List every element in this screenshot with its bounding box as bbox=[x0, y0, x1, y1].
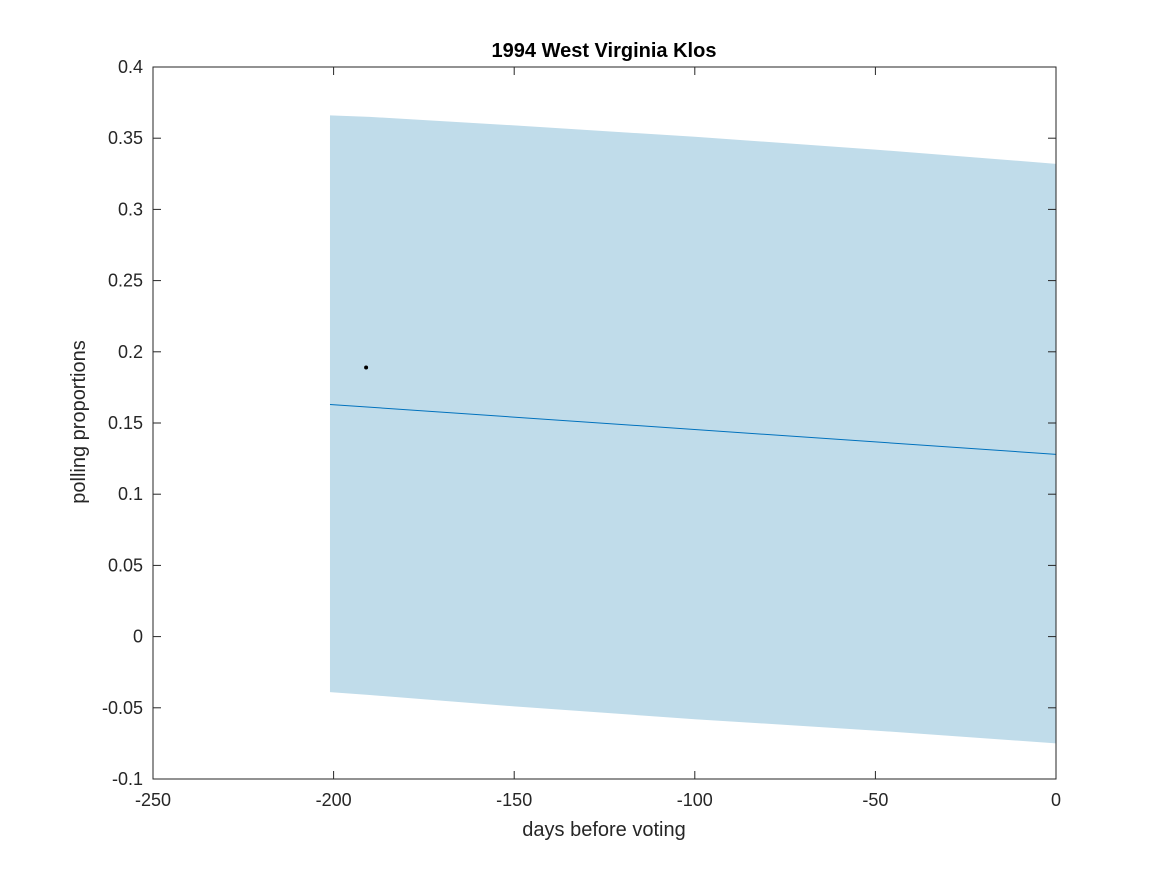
y-tick-label: 0.1 bbox=[118, 484, 143, 504]
axis-tick-labels: -250 -200 -150 -100 -50 0 -0.1 -0.05 0 0.05 0.1 0.1… bbox=[102, 57, 1061, 810]
x-tick-label: -50 bbox=[862, 790, 888, 810]
x-tick-label: -250 bbox=[135, 790, 171, 810]
y-tick-label: 0.15 bbox=[108, 413, 143, 433]
chart-title: 1994 West Virginia Klos bbox=[492, 40, 717, 62]
x-tick-label: -100 bbox=[677, 790, 713, 810]
x-tick-label: 0 bbox=[1051, 790, 1061, 810]
plot-area bbox=[329, 115, 1057, 744]
axes-box bbox=[152, 66, 1057, 780]
x-tick-label: -150 bbox=[496, 790, 532, 810]
y-tick-label: -0.1 bbox=[112, 769, 143, 789]
trend-line bbox=[329, 403, 1057, 455]
y-tick-label: 0.3 bbox=[118, 199, 143, 219]
y-tick-label: 0.4 bbox=[118, 57, 143, 77]
x-tick-label: -200 bbox=[316, 790, 352, 810]
y-tick-label: -0.05 bbox=[102, 698, 143, 718]
y-tick-label: 0.2 bbox=[118, 342, 143, 362]
y-tick-label: 0.35 bbox=[108, 128, 143, 148]
y-tick-label: 0.05 bbox=[108, 555, 143, 575]
data-point bbox=[364, 365, 369, 370]
y-tick-label: 0.25 bbox=[108, 271, 143, 291]
x-axis-label: days before voting bbox=[522, 819, 685, 841]
y-tick-label: 0 bbox=[133, 627, 143, 647]
y-axis-label: polling proportions bbox=[68, 340, 90, 503]
